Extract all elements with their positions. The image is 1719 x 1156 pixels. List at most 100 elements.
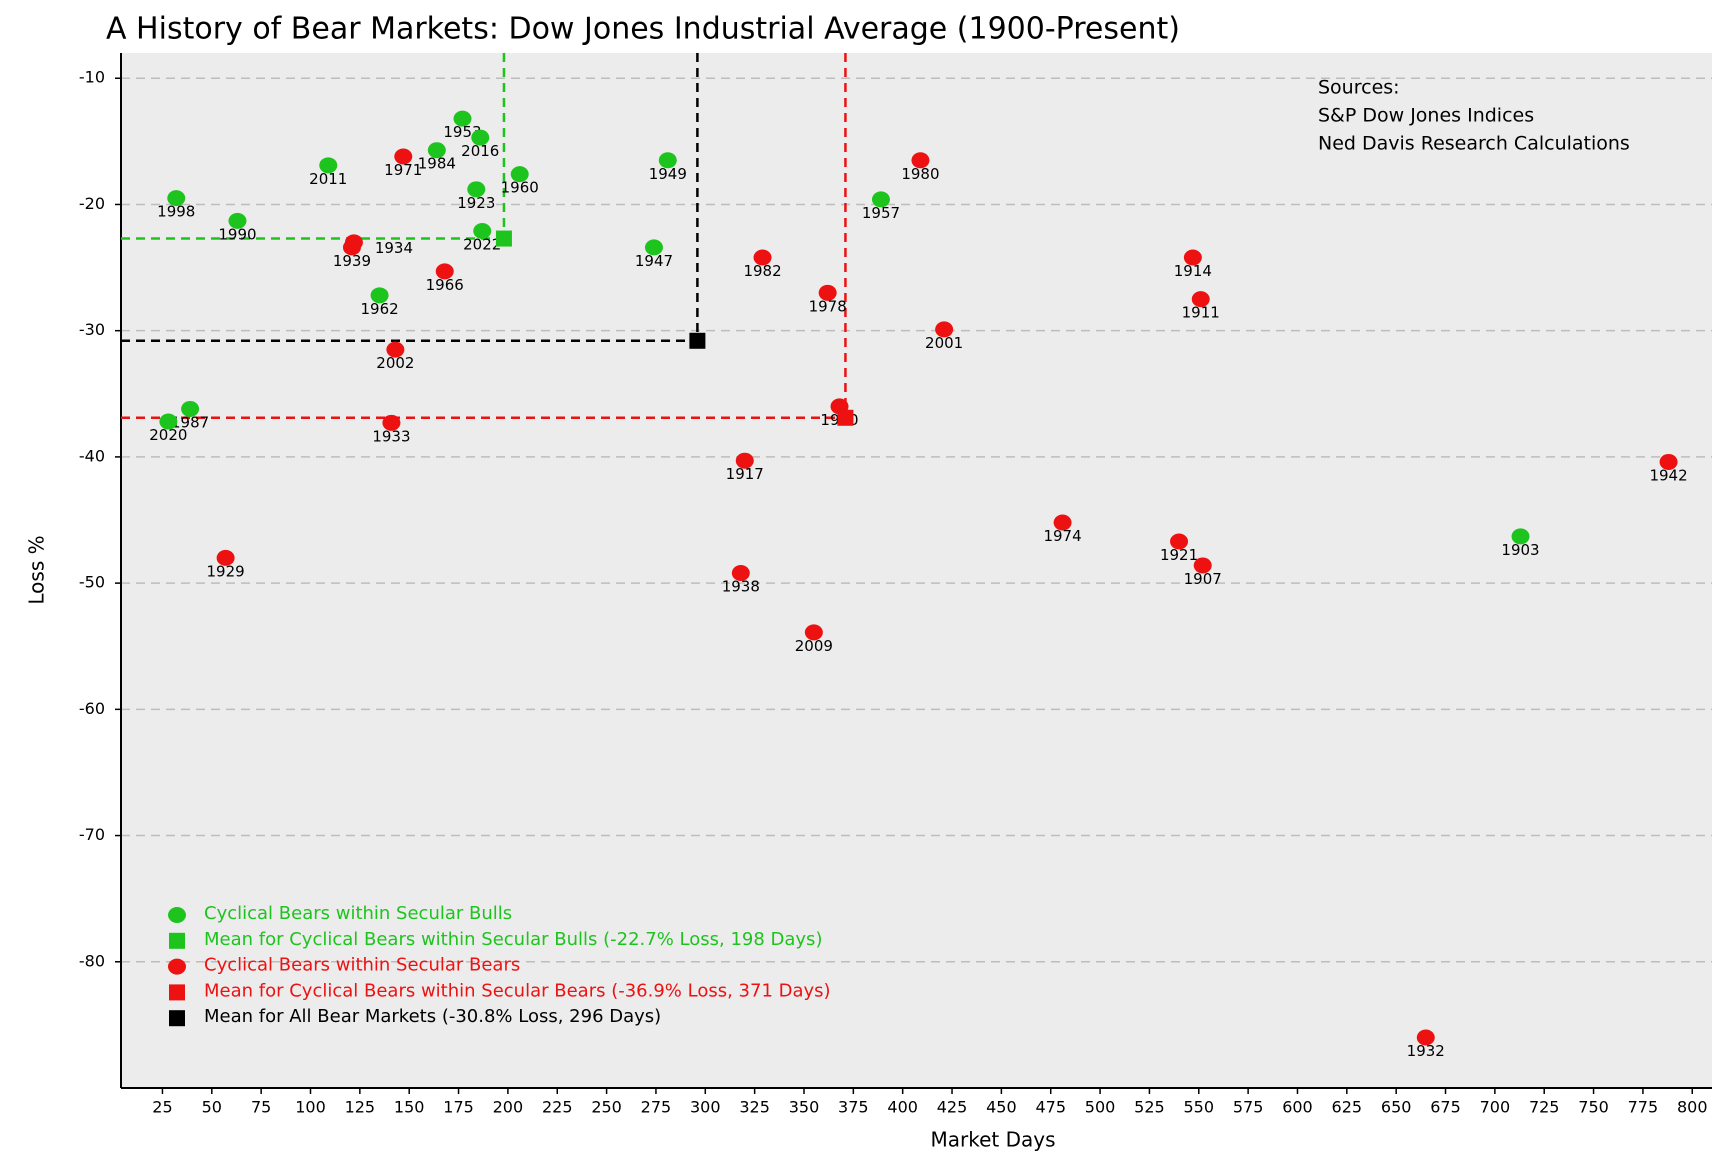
point (731, 565, 750, 582)
y-tick-label: -60 (79, 699, 105, 718)
point (1053, 514, 1072, 531)
x-tick-label: 350 (789, 1098, 820, 1117)
point-label: 1932 (1407, 1042, 1445, 1060)
point-label: 1903 (1501, 541, 1539, 559)
x-tick-label: 400 (887, 1098, 918, 1117)
x-tick-label: 275 (641, 1098, 672, 1117)
point-label: 1966 (426, 276, 464, 294)
point (818, 284, 837, 301)
x-tick-label: 100 (295, 1098, 326, 1117)
x-tick-label: 775 (1628, 1098, 1659, 1117)
x-tick-label: 125 (345, 1098, 376, 1117)
mean-marker (495, 230, 512, 247)
x-tick-label: 325 (739, 1098, 770, 1117)
point-label: 1947 (635, 252, 673, 270)
x-tick-label: 75 (251, 1098, 271, 1117)
x-tick-label: 625 (1332, 1098, 1363, 1117)
point-label: 1971 (384, 161, 422, 179)
point (386, 341, 405, 358)
point-label: 1911 (1182, 304, 1220, 322)
point-label: 1934 (375, 239, 413, 257)
point (1193, 557, 1212, 574)
point (753, 249, 772, 266)
x-tick-label: 50 (202, 1098, 222, 1117)
x-tick-label: 425 (937, 1098, 968, 1117)
point (1511, 528, 1530, 545)
y-tick-label: -40 (79, 446, 105, 465)
legend-label: Cyclical Bears within Secular Bears (204, 955, 520, 976)
point-label: 1960 (501, 179, 539, 197)
x-tick-label: 175 (443, 1098, 474, 1117)
point (181, 400, 200, 417)
x-tick-label: 675 (1430, 1098, 1461, 1117)
point (1170, 533, 1189, 550)
legend-marker (169, 984, 185, 1001)
mean-marker (837, 409, 854, 426)
point-label: 2020 (149, 426, 187, 444)
legend-label: Mean for All Bear Markets (-30.8% Loss, … (204, 1006, 661, 1027)
x-tick-label: 250 (591, 1098, 622, 1117)
x-tick-label: 25 (152, 1098, 172, 1117)
x-tick-label: 225 (542, 1098, 573, 1117)
point (159, 413, 178, 430)
source-text: S&P Dow Jones Indices (1318, 105, 1534, 127)
x-tick-label: 500 (1085, 1098, 1116, 1117)
x-tick-label: 450 (986, 1098, 1017, 1117)
point-label: 1962 (360, 300, 398, 318)
point-label: 2001 (925, 334, 963, 352)
y-axis-label: Loss % (25, 535, 49, 604)
point-label: 1949 (649, 165, 687, 183)
point-label: 1987 (171, 413, 209, 431)
legend-marker (168, 958, 186, 975)
x-tick-label: 475 (1035, 1098, 1066, 1117)
x-tick-label: 550 (1184, 1098, 1215, 1117)
point (319, 157, 338, 174)
point (510, 166, 529, 183)
x-tick-label: 600 (1282, 1098, 1313, 1117)
point (228, 212, 247, 229)
point-label: 1942 (1649, 466, 1687, 484)
point-label: 1923 (457, 194, 495, 212)
x-tick-label: 750 (1578, 1098, 1609, 1117)
point-label: 1957 (862, 204, 900, 222)
point-label: 1938 (722, 578, 760, 596)
point-label: 1939 (333, 252, 371, 270)
point (344, 234, 363, 251)
source-text: Sources: (1318, 77, 1400, 99)
point (1183, 249, 1202, 266)
point-label: 2002 (376, 354, 414, 372)
point (1416, 1029, 1435, 1046)
legend-marker (169, 1010, 185, 1027)
point-label: 1929 (207, 562, 245, 580)
point-label: 1978 (809, 297, 847, 315)
point-label: 1933 (372, 427, 410, 445)
point-label: 1907 (1184, 570, 1222, 588)
point (1191, 291, 1210, 308)
point-label: 2016 (461, 142, 499, 160)
y-tick-label: -80 (79, 951, 105, 970)
point (435, 263, 454, 280)
x-tick-label: 650 (1381, 1098, 1412, 1117)
point-label: 1914 (1174, 262, 1212, 280)
x-tick-label: 700 (1480, 1098, 1511, 1117)
point (216, 549, 235, 566)
legend-marker (168, 907, 186, 923)
point-label: 1974 (1043, 527, 1081, 545)
x-tick-label: 375 (838, 1098, 869, 1117)
point-label: 1921 (1160, 546, 1198, 564)
x-tick-label: 200 (493, 1098, 524, 1117)
point-label: 1990 (218, 225, 256, 243)
point-label: 1998 (157, 203, 195, 221)
point (871, 191, 890, 208)
legend-label: Cyclical Bears within Secular Bulls (204, 903, 512, 924)
y-tick-label: -50 (79, 573, 105, 592)
point (804, 624, 823, 641)
legend-marker (169, 932, 185, 949)
x-tick-label: 525 (1134, 1098, 1165, 1117)
point (370, 287, 389, 304)
point-label: 2022 (463, 235, 501, 253)
point (427, 142, 446, 159)
point (167, 190, 186, 207)
point (467, 181, 486, 198)
